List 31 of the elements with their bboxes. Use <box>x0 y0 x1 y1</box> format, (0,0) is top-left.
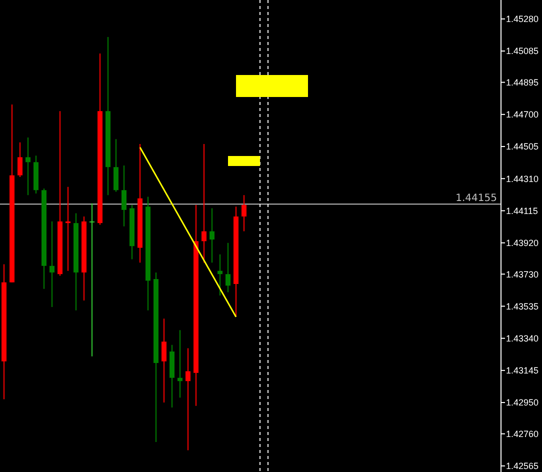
candlestick <box>210 208 214 264</box>
candlestick <box>186 348 190 451</box>
candlestick <box>178 330 182 398</box>
candlestick <box>162 318 166 404</box>
y-tick-label: 1.44895 <box>506 77 539 88</box>
y-tick-label: 1.44115 <box>506 206 538 216</box>
ref-line-label: 1.44155 <box>456 193 497 204</box>
y-tick-label: 1.44310 <box>506 174 539 184</box>
y-tick-label: 1.45085 <box>506 46 539 56</box>
candlestick <box>26 136 30 196</box>
y-tick-label: 1.45280 <box>506 14 539 24</box>
y-tick-label: 1.43730 <box>506 269 539 280</box>
candlestick <box>66 186 70 272</box>
y-tick-label: 1.42760 <box>506 428 539 439</box>
candlestick <box>90 202 94 357</box>
candlestick <box>202 144 206 264</box>
y-tick-label: 1.43145 <box>506 366 539 376</box>
candlestick <box>114 138 118 192</box>
y-tick-label: 1.43340 <box>506 333 539 344</box>
candlestick <box>18 142 22 178</box>
y-tick-label: 1.43920 <box>506 238 539 248</box>
candlestick <box>50 220 54 308</box>
y-tick-label: 1.42565 <box>506 461 539 472</box>
candlestick <box>242 194 246 232</box>
y-tick-label: 1.44505 <box>506 142 539 152</box>
y-tick-label: 1.42950 <box>506 398 539 408</box>
y-tick-label: 1.43535 <box>506 301 539 312</box>
candlestick <box>226 242 230 293</box>
candlestick <box>122 164 126 227</box>
y-tick-label: 1.44700 <box>506 110 539 120</box>
candlestick <box>218 254 222 296</box>
